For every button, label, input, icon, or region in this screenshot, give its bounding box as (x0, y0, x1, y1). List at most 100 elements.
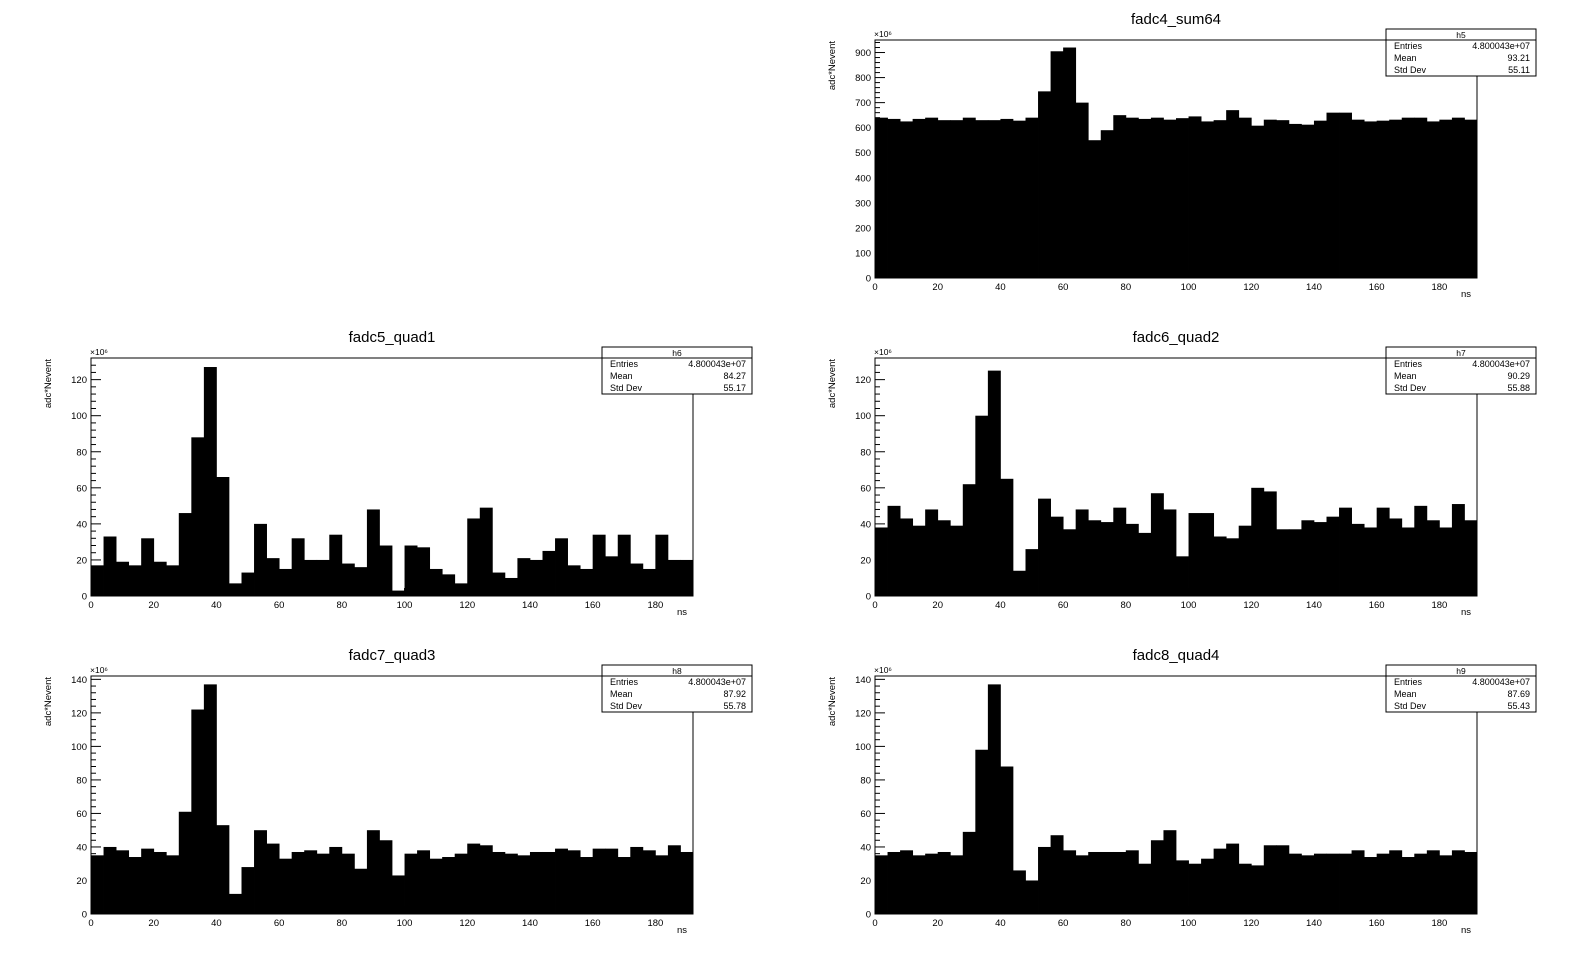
y-axis-label: adc*Nevent (827, 677, 838, 726)
x-tick-label: 160 (585, 918, 601, 929)
histogram-bin (912, 525, 926, 596)
histogram-bin (1414, 853, 1428, 914)
x-tick-label: 120 (459, 918, 475, 929)
x-tick-label: 60 (1058, 600, 1069, 611)
histogram-bin (178, 811, 192, 914)
histogram-bin (417, 547, 431, 596)
stats-label: Std Dev (1394, 65, 1427, 75)
histogram-bin (454, 583, 468, 596)
histogram-bin (1000, 478, 1014, 596)
stats-histogram-name: h7 (1456, 348, 1466, 358)
histogram-bin (642, 568, 656, 596)
histogram-bin (517, 855, 531, 914)
histogram-bin (116, 850, 130, 914)
x-tick-label: 20 (932, 918, 943, 929)
histogram-bin (429, 858, 443, 914)
histogram-bin (1113, 507, 1127, 596)
histogram-bin (655, 855, 669, 914)
histogram-bin (1038, 91, 1051, 278)
histogram-bin (178, 513, 192, 596)
histogram-bin (429, 568, 443, 596)
stats-label: Entries (1394, 359, 1423, 369)
histogram-bin (103, 536, 117, 596)
histogram-bin (567, 850, 581, 914)
histogram-panel-h6: fadc5_quad1 0 20 40 60 80 100 120 140 160 180 ns 0 20… (43, 329, 753, 618)
x-tick-label: 160 (1369, 282, 1385, 293)
stats-value: 55.88 (1507, 383, 1530, 393)
plot-frame (90, 675, 694, 915)
histogram-bin (1451, 850, 1465, 914)
histogram-panel-h9: fadc8_quad4 0 20 40 60 80 100 120 140 160 180 ns 0 20… (827, 647, 1537, 936)
stats-histogram-name: h6 (672, 348, 682, 358)
x-tick-label: 0 (872, 282, 877, 293)
stats-value: 55.17 (723, 383, 746, 393)
histogram-bin (1451, 504, 1465, 596)
stats-histogram-name: h9 (1456, 666, 1466, 676)
stats-label: Mean (610, 689, 633, 699)
histogram-bin (912, 118, 926, 278)
x-tick-label: 160 (585, 600, 601, 611)
y-tick-label: 140 (71, 675, 87, 686)
histogram-bin (1163, 509, 1177, 596)
y-tick-label: 60 (76, 809, 87, 820)
histogram-bin (1288, 853, 1302, 914)
y-tick-label: 200 (855, 223, 871, 234)
x-tick-label: 80 (1121, 282, 1132, 293)
histogram-bin (442, 574, 456, 596)
histogram-bin (479, 507, 493, 596)
stats-box-frame (1385, 664, 1537, 713)
histogram-bin (1439, 527, 1453, 596)
histogram-bin (1313, 853, 1327, 914)
histogram-bin (1213, 536, 1227, 596)
y-tick-label: 80 (76, 447, 87, 458)
y-tick-label: 20 (860, 876, 871, 887)
histogram-bin (1251, 865, 1265, 914)
x-tick-label: 140 (1306, 600, 1322, 611)
stats-value: 93.21 (1507, 53, 1530, 63)
histogram-bin (379, 840, 393, 914)
histogram-bin (241, 572, 255, 596)
histogram-bin (116, 561, 130, 596)
histogram-bin (912, 855, 926, 914)
histogram-bin (454, 853, 468, 914)
histogram-bin (1012, 570, 1026, 596)
histogram-bin (987, 120, 1001, 278)
histogram-bin (950, 120, 964, 278)
y-tick-label: 40 (76, 519, 87, 530)
histogram-bin (937, 120, 951, 278)
plot-frame (90, 357, 694, 597)
histogram-bin (166, 855, 180, 914)
histogram-bin (103, 846, 117, 914)
histogram-bin (228, 583, 242, 596)
histogram-bin (1063, 47, 1077, 278)
y-tick-label: 80 (76, 775, 87, 786)
histogram-bin (1000, 766, 1014, 914)
histogram-bin (191, 437, 205, 596)
stats-label: Mean (1394, 53, 1417, 63)
y-tick-label: 500 (855, 148, 871, 159)
y-tick-label: 400 (855, 173, 871, 184)
y-tick-label: 100 (855, 742, 871, 753)
x-tick-label: 40 (995, 918, 1006, 929)
histogram-bin (191, 709, 205, 914)
chart-title: fadc7_quad3 (349, 647, 436, 664)
histogram-bin (1451, 117, 1465, 279)
histogram-bin (1088, 140, 1102, 278)
histogram-bin (1075, 102, 1089, 278)
y-tick-label: 0 (866, 910, 871, 921)
y-tick-label: 300 (855, 198, 871, 209)
x-tick-label: 60 (274, 918, 285, 929)
histogram-bin (1389, 850, 1403, 914)
histogram-bin (1301, 124, 1315, 279)
histogram-bin (1376, 120, 1390, 279)
stats-box: h5 Entries 4.800043e+07 Mean 93.21 Std Dev 55.… (1385, 28, 1537, 77)
histogram-bin (354, 567, 368, 596)
histogram-bin (1439, 855, 1453, 914)
histogram-bin (266, 558, 280, 596)
histogram-bin (254, 830, 267, 914)
stats-histogram-name: h5 (1456, 30, 1466, 40)
stats-box: h8 Entries 4.800043e+07 Mean 87.92 Std Dev 55.… (601, 664, 753, 713)
stats-box-frame (601, 346, 753, 395)
histogram-bin (1025, 117, 1039, 279)
histogram-bin (1263, 119, 1277, 279)
